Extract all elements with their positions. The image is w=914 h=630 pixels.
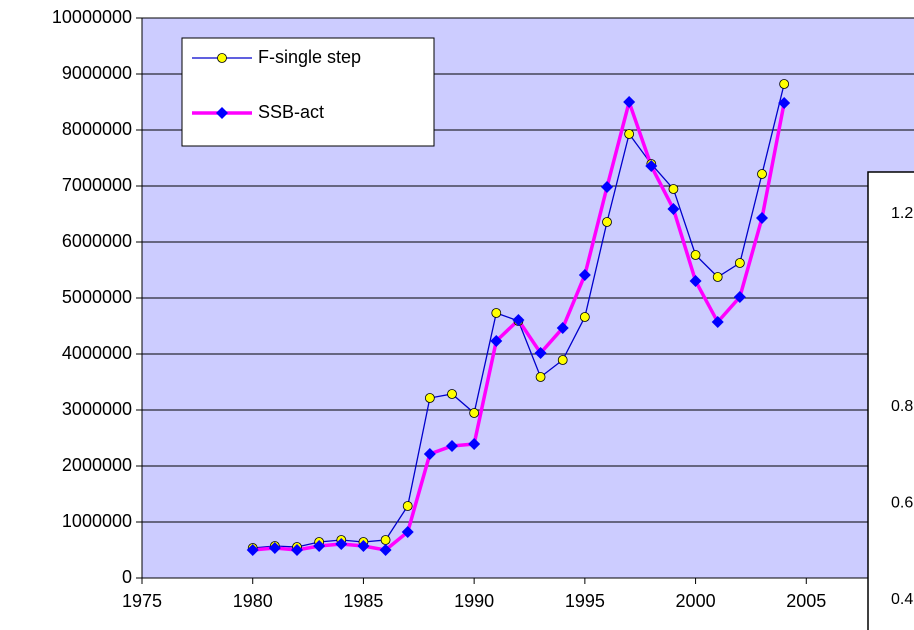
point — [579, 312, 590, 322]
y-tick-label: 1000000 — [62, 511, 132, 531]
x-tick-label: 1985 — [343, 591, 383, 611]
x-tick-label: 1980 — [233, 591, 273, 611]
y-tick-label: 0 — [122, 567, 132, 587]
y-tick-label: 2000000 — [62, 455, 132, 475]
point — [778, 97, 791, 110]
point — [491, 308, 502, 318]
point — [469, 408, 480, 418]
point — [733, 290, 746, 303]
point — [690, 250, 701, 260]
x-tick-label: 1995 — [565, 591, 605, 611]
point — [756, 211, 768, 224]
point — [535, 372, 546, 382]
legend-label: SSB-act — [258, 102, 324, 122]
point — [268, 541, 281, 554]
y-tick-label: 0.8 — [891, 398, 913, 415]
y-tick-label: 0.4 — [891, 591, 913, 608]
point — [335, 538, 348, 551]
legend-marker — [217, 53, 227, 63]
point — [578, 268, 591, 281]
legend-label: F-single step — [258, 47, 361, 67]
y-tick-label: 1.2 — [891, 205, 913, 222]
y-tick-label: 5000000 — [62, 287, 132, 307]
point — [490, 335, 503, 348]
legend-marker — [216, 107, 228, 119]
point — [556, 322, 569, 335]
point — [602, 217, 612, 227]
point — [645, 160, 658, 173]
point — [447, 389, 457, 399]
x-tick-label: 2005 — [786, 591, 826, 611]
point — [446, 440, 458, 453]
point — [423, 448, 436, 461]
point — [246, 544, 259, 556]
point — [734, 258, 745, 268]
x-tick-label: 1990 — [454, 591, 494, 611]
point — [468, 437, 481, 450]
point — [667, 203, 680, 216]
point — [689, 274, 702, 287]
point — [623, 96, 636, 108]
y-tick-label: 9000000 — [62, 63, 132, 83]
y-tick-label: 10000000 — [52, 7, 132, 27]
y-tick-label: 3000000 — [62, 399, 132, 419]
point — [424, 393, 435, 403]
point — [624, 129, 635, 139]
second-chart — [867, 171, 914, 630]
x-tick-label: 1975 — [122, 591, 162, 611]
y-tick-label: 4000000 — [62, 343, 132, 363]
y-tick-label: 8000000 — [62, 119, 132, 139]
point — [779, 79, 790, 89]
point — [712, 272, 723, 282]
point — [512, 314, 525, 327]
point — [402, 501, 413, 511]
y-tick-label: 0.6 — [891, 495, 913, 512]
x-tick-label: 2000 — [676, 591, 716, 611]
point — [379, 544, 392, 556]
point — [291, 544, 303, 556]
point — [313, 540, 326, 553]
y-tick-label: 7000000 — [62, 175, 132, 195]
point — [401, 526, 414, 539]
point — [601, 181, 613, 194]
y-tick-label: 6000000 — [62, 231, 132, 251]
point — [534, 346, 547, 359]
point — [357, 540, 370, 553]
point — [557, 355, 568, 365]
point — [711, 316, 724, 329]
point — [380, 535, 391, 545]
point — [668, 184, 679, 194]
point — [757, 169, 767, 179]
